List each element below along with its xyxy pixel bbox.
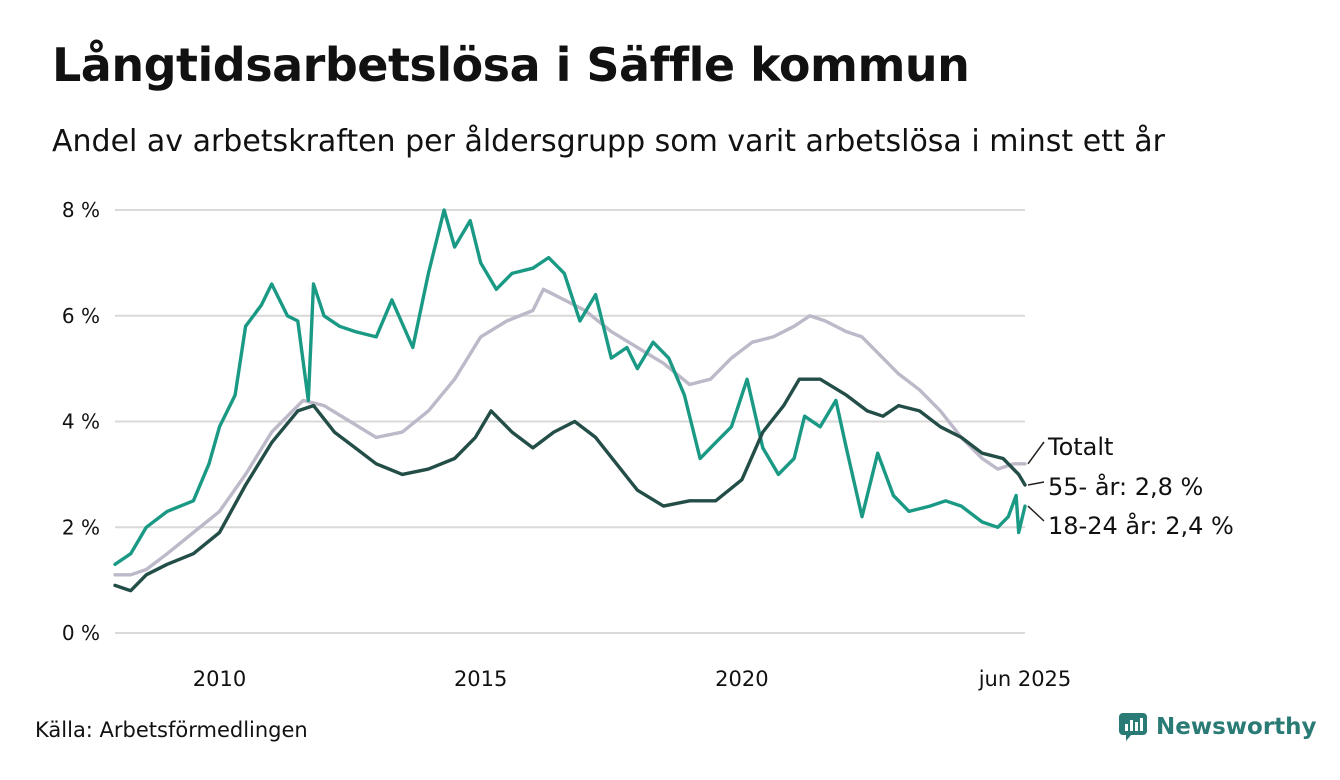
- leader-line-age1824: [1027, 505, 1045, 522]
- series-lines: [113, 208, 1027, 593]
- series-label-total: Totalt: [1047, 433, 1113, 461]
- grid-lines: [115, 209, 1025, 634]
- series-end-labels: Totalt 55- år: 2,8 % 18-24 år: 2,4 %: [1027, 433, 1234, 540]
- y-tick-label: 4 %: [62, 410, 100, 434]
- source-note: Källa: Arbetsförmedlingen: [35, 718, 308, 742]
- series-label-age55: 55- år: 2,8 %: [1048, 472, 1203, 501]
- x-axis-ticks: 2010 2015 2020 jun 2025: [193, 667, 1072, 691]
- series-line-age1824: [113, 208, 1027, 566]
- x-tick-label: jun 2025: [978, 667, 1072, 691]
- chart-title: Långtidsarbetslösa i Säffle kommun: [52, 38, 970, 92]
- x-tick-label: 2010: [193, 667, 246, 691]
- y-tick-label: 2 %: [62, 515, 100, 539]
- x-tick-label: 2020: [715, 667, 768, 691]
- y-tick-label: 0 %: [62, 621, 100, 645]
- x-tick-label: 2015: [454, 667, 507, 691]
- brand-logo[interactable]: Newsworthy: [1118, 712, 1317, 742]
- leader-line-age55: [1027, 481, 1045, 486]
- y-tick-label: 8 %: [62, 198, 100, 222]
- leader-line-total: [1027, 441, 1045, 465]
- series-label-age1824: 18-24 år: 2,4 %: [1048, 511, 1234, 540]
- chart-subtitle: Andel av arbetskraften per åldersgrupp s…: [52, 124, 1165, 159]
- series-line-age55: [113, 377, 1027, 593]
- series-line-total: [113, 287, 1027, 577]
- newsworthy-logo-icon: [1119, 713, 1147, 741]
- brand-name: Newsworthy: [1156, 714, 1317, 740]
- y-tick-label: 6 %: [62, 304, 100, 328]
- y-axis-ticks: 0 % 2 % 4 % 6 % 8 %: [62, 198, 100, 645]
